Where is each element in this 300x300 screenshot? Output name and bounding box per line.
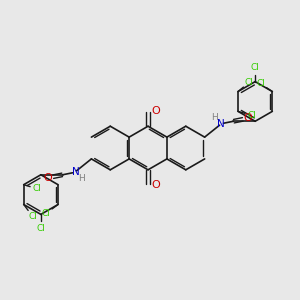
Text: Cl: Cl [32,184,41,193]
Text: H: H [78,174,85,183]
Text: Cl: Cl [251,63,260,72]
Text: Cl: Cl [244,78,253,87]
Text: N: N [72,167,80,177]
Text: Cl: Cl [256,79,265,88]
Text: O: O [152,180,160,190]
Text: Cl: Cl [36,224,45,233]
Text: Cl: Cl [42,209,51,218]
Text: N: N [217,119,224,129]
Text: O: O [44,173,52,183]
Text: Cl: Cl [28,212,37,221]
Text: H: H [211,113,218,122]
Text: Cl: Cl [248,111,256,120]
Text: O: O [244,113,253,123]
Text: O: O [152,106,160,116]
